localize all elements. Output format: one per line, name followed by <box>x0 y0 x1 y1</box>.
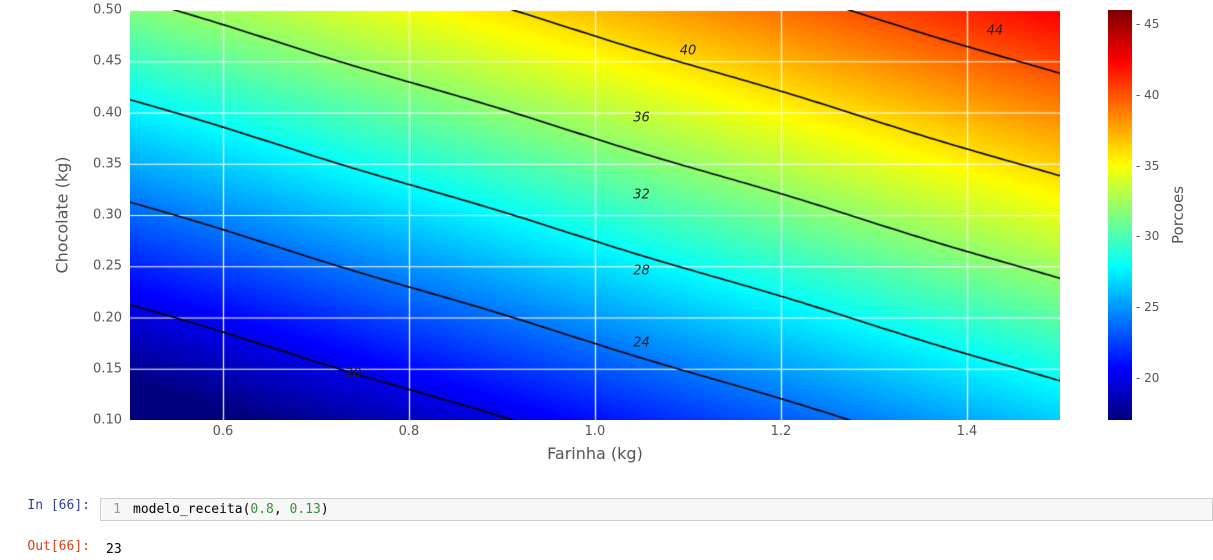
colorbar <box>1108 10 1132 420</box>
contour-label: 28 <box>629 264 654 279</box>
contour-plot-figure: Farinha (kg) Chocolate (kg) 0.6 0.8 1.0 1.2… <box>0 0 1213 480</box>
line-number: 1 <box>107 502 121 517</box>
plot-area <box>130 10 1060 420</box>
x-tick: 1.2 <box>771 424 792 439</box>
code-input[interactable]: 1 modelo_receita(0.8, 0.13) <box>100 498 1213 521</box>
colorbar-tick: - 25 <box>1136 300 1159 314</box>
x-axis-label: Farinha (kg) <box>547 444 643 463</box>
y-tick: 0.15 <box>93 361 122 376</box>
contour-label: 36 <box>629 110 654 125</box>
x-tick: 0.8 <box>399 424 420 439</box>
y-tick: 0.20 <box>93 310 122 325</box>
colorbar-tick: - 45 <box>1136 17 1159 31</box>
x-tick: 0.6 <box>213 424 234 439</box>
in-prompt: In [66]: <box>0 498 100 513</box>
colorbar-tick: - 35 <box>1136 159 1159 173</box>
contour-label: 44 <box>983 23 1008 38</box>
output-text: 23 <box>100 539 1213 560</box>
y-tick: 0.25 <box>93 259 122 274</box>
contour-label: 24 <box>629 336 654 351</box>
x-tick: 1.0 <box>585 424 606 439</box>
colorbar-tick: - 20 <box>1136 371 1159 385</box>
input-cell: In [66]: 1 modelo_receita(0.8, 0.13) <box>0 498 1213 521</box>
contour-label: 40 <box>676 44 701 59</box>
out-prompt: Out[66]: <box>0 539 100 554</box>
y-tick: 0.10 <box>93 413 122 428</box>
contour-label: 20 <box>341 366 366 381</box>
code-text: modelo_receita(0.8, 0.13) <box>133 502 329 517</box>
contour-label: 32 <box>629 187 654 202</box>
colorbar-tick: - 30 <box>1136 229 1159 243</box>
colorbar-tick: - 40 <box>1136 88 1159 102</box>
y-tick: 0.50 <box>93 3 122 18</box>
y-tick: 0.40 <box>93 105 122 120</box>
output-cell: Out[66]: 23 <box>0 539 1213 560</box>
y-tick: 0.35 <box>93 156 122 171</box>
y-axis-label: Chocolate (kg) <box>53 156 72 273</box>
colorbar-label: Porcoes <box>1169 186 1187 244</box>
y-tick: 0.45 <box>93 54 122 69</box>
y-tick: 0.30 <box>93 208 122 223</box>
x-tick: 1.4 <box>957 424 978 439</box>
